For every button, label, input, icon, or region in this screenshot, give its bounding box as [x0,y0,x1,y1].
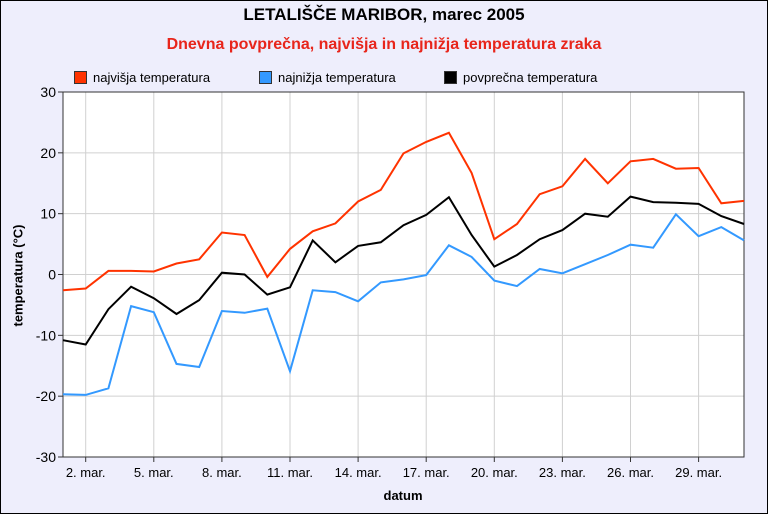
legend-label-avg: povprečna temperatura [463,70,598,85]
x-tick-label: 29. mar. [675,465,722,480]
x-tick-label: 23. mar. [539,465,586,480]
x-tick-label: 2. mar. [66,465,106,480]
legend-swatch-min [259,71,272,84]
y-tick-label: 20 [40,145,56,161]
legend-label-max: najvišja temperatura [93,70,211,85]
plot-border [62,91,745,458]
chart-title: LETALIŠČE MARIBOR, marec 2005 [243,5,525,24]
legend-label-min: najnižja temperatura [278,70,396,85]
y-tick-label: 10 [40,206,56,222]
chart-subtitle: Dnevna povprečna, najvišja in najnižja t… [166,36,602,53]
x-tick-label: 8. mar. [202,465,242,480]
y-tick-label: -20 [36,388,56,404]
series-line-max [62,131,745,292]
y-tick-label: 30 [40,84,56,100]
x-tick-label: 20. mar. [471,465,518,480]
legend-item-min: najnižja temperatura [259,70,396,85]
x-axis-label: datum [383,488,423,503]
x-tick-label: 11. mar. [267,465,313,480]
legend-swatch-max [74,71,87,84]
x-tick-label: 14. mar. [335,465,382,480]
series-line-avg [62,195,745,346]
x-tick-label: 17. mar. [403,465,450,480]
x-tick-label: 26. mar. [607,465,654,480]
y-axis-label: temperatura (°C) [10,224,26,327]
y-tick-label: 0 [48,267,56,283]
legend-swatch-avg [444,71,457,84]
y-tick-label: -30 [36,449,56,465]
y-tick-label: -10 [36,327,56,343]
legend-item-max: najvišja temperatura [74,70,210,85]
legend-item-avg: povprečna temperatura [444,70,597,85]
x-tick-label: 5. mar. [134,465,174,480]
